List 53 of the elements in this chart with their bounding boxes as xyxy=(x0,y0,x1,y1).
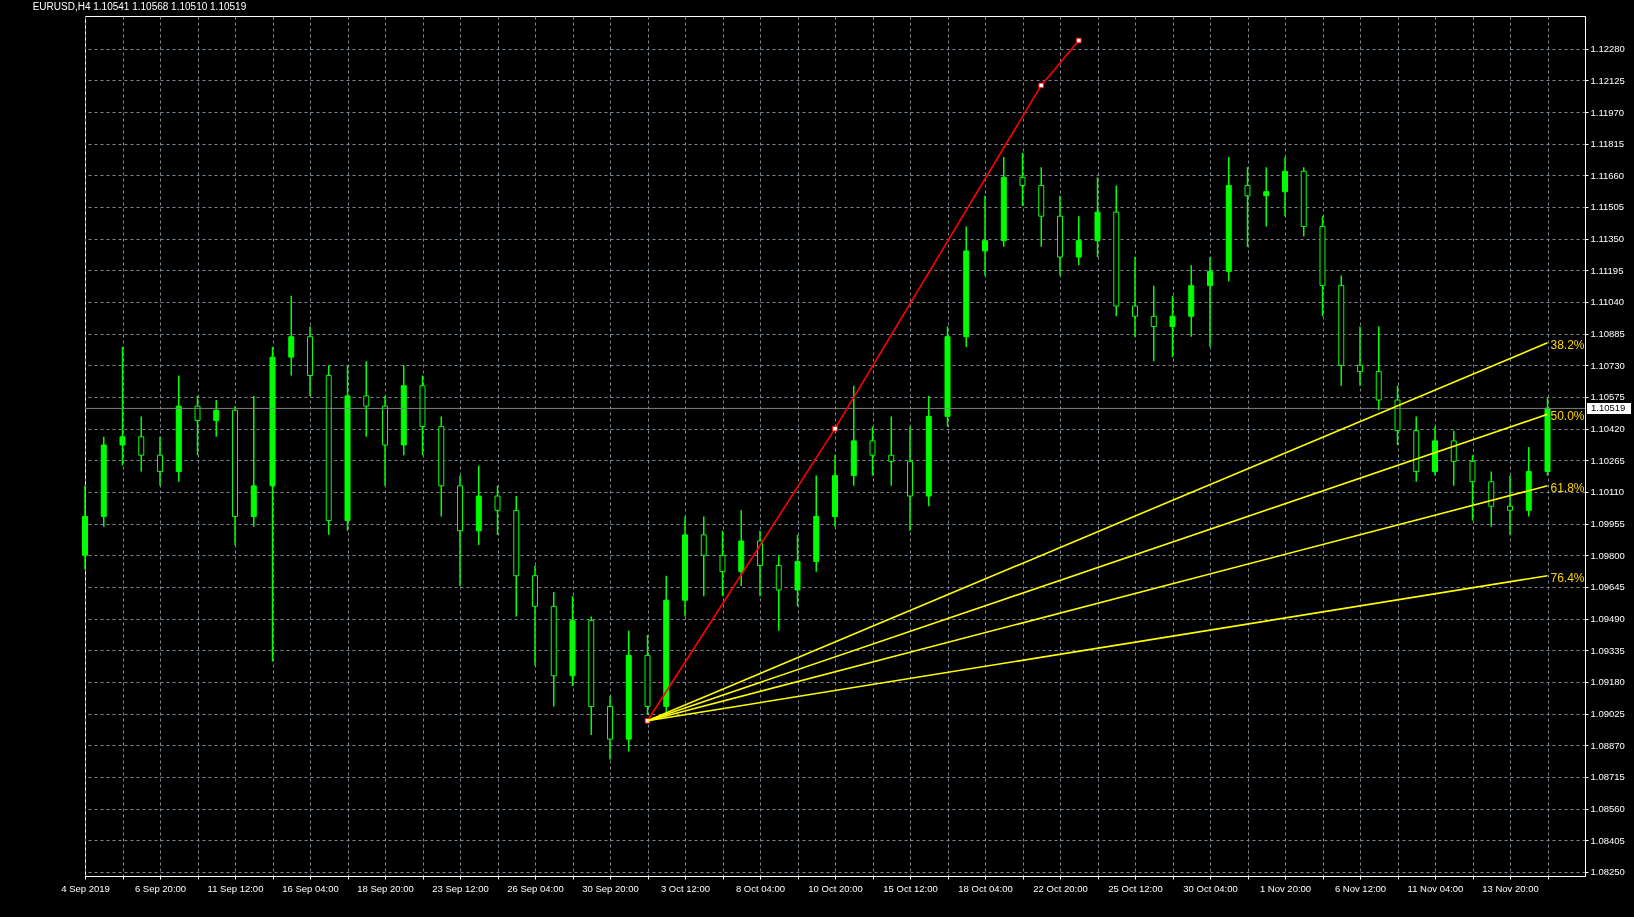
y-tick-label: 1.12280 xyxy=(1590,43,1625,55)
y-tick-label: 1.08405 xyxy=(1590,834,1625,846)
x-tick-label: 26 Sep 04:00 xyxy=(507,882,564,894)
annotation: 38.2% xyxy=(1550,337,1585,352)
y-tick-label: 1.08250 xyxy=(1590,866,1625,878)
y-tick-label: 1.10730 xyxy=(1590,359,1625,371)
y-tick-label: 1.09180 xyxy=(1590,676,1625,688)
y-tick-label: 1.11970 xyxy=(1590,106,1625,118)
y-tick-label: 1.11350 xyxy=(1590,233,1625,245)
x-tick-label: 1 Nov 20:00 xyxy=(1259,882,1312,894)
y-tick-label: 1.11660 xyxy=(1590,169,1625,181)
x-tick-label: 4 Sep 2019 xyxy=(61,882,110,894)
y-tick-label: 1.09490 xyxy=(1590,613,1625,625)
annotation: 76.4% xyxy=(1550,570,1585,585)
y-tick-label: 1.10885 xyxy=(1590,328,1625,340)
x-tick-label: 23 Sep 12:00 xyxy=(432,882,489,894)
y-tick-label: 1.09025 xyxy=(1590,708,1625,720)
y-tick-label: 1.10110 xyxy=(1590,486,1625,498)
y-tick-label: 1.08560 xyxy=(1590,803,1625,815)
x-tick-label: 3 Oct 12:00 xyxy=(660,882,711,894)
y-tick-label: 1.09955 xyxy=(1590,518,1625,530)
y-tick-label: 1.11195 xyxy=(1590,264,1624,276)
y-tick-label: 1.11815 xyxy=(1590,138,1625,150)
y-tick-label: 1.10575 xyxy=(1590,391,1625,403)
y-tick-label: 1.10265 xyxy=(1590,454,1625,466)
y-tick-label: 1.10420 xyxy=(1590,423,1625,435)
x-tick-label: 18 Oct 04:00 xyxy=(958,882,1013,894)
x-tick-label: 22 Oct 20:00 xyxy=(1033,882,1088,894)
x-tick-label: 11 Sep 12:00 xyxy=(207,882,264,894)
y-tick-label: 1.11040 xyxy=(1590,296,1625,308)
annotation: 50.0% xyxy=(1550,409,1585,424)
chart-title: EURUSD,H4 1.10541 1.10568 1.10510 1.10519 xyxy=(32,1,247,12)
x-tick-label: 10 Oct 20:00 xyxy=(808,882,863,894)
y-tick-label: 1.08715 xyxy=(1590,771,1625,783)
x-tick-label: 8 Oct 04:00 xyxy=(735,882,786,894)
x-tick-label: 25 Oct 12:00 xyxy=(1108,882,1163,894)
x-tick-label: 6 Nov 12:00 xyxy=(1334,882,1387,894)
y-tick-label: 1.11505 xyxy=(1590,201,1625,213)
x-tick-label: 6 Sep 20:00 xyxy=(134,882,187,894)
annotation: 61.8% xyxy=(1550,480,1585,495)
x-tick-label: 13 Nov 20:00 xyxy=(1482,882,1539,894)
x-tick-label: 18 Sep 20:00 xyxy=(357,882,414,894)
ref-line-label: 1.10519 xyxy=(1591,402,1626,414)
x-tick-label: 11 Nov 04:00 xyxy=(1407,882,1464,894)
y-tick-label: 1.09800 xyxy=(1590,549,1625,561)
x-tick-label: 30 Sep 20:00 xyxy=(582,882,639,894)
y-tick-label: 1.09645 xyxy=(1590,581,1625,593)
x-tick-label: 16 Sep 04:00 xyxy=(282,882,339,894)
x-tick-label: 30 Oct 04:00 xyxy=(1183,882,1238,894)
y-tick-label: 1.09335 xyxy=(1590,644,1625,656)
y-tick-label: 1.08870 xyxy=(1590,739,1625,751)
x-tick-label: 15 Oct 12:00 xyxy=(883,882,938,894)
y-tick-label: 1.12125 xyxy=(1590,74,1625,86)
